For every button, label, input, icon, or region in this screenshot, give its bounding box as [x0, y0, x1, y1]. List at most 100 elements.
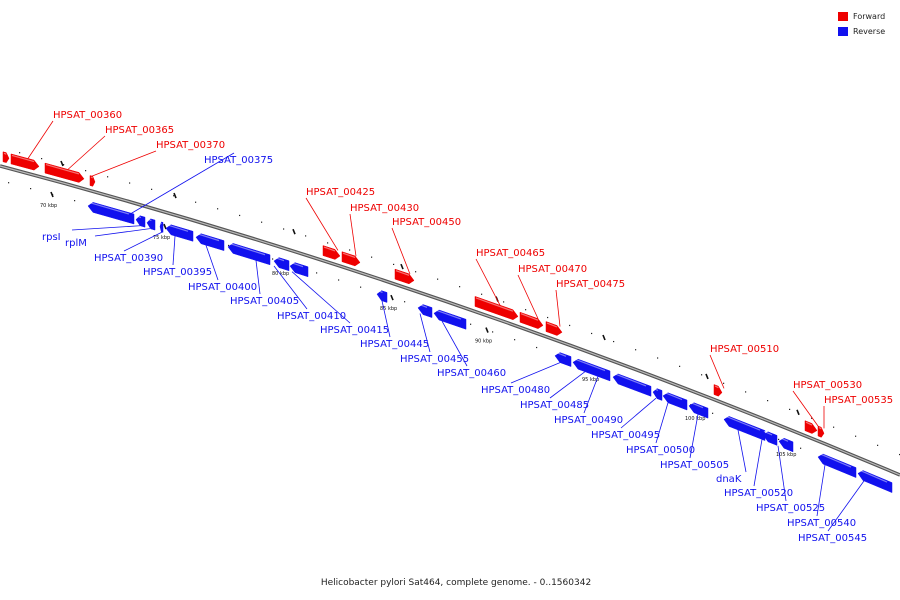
gene-g10[interactable] [227, 242, 271, 266]
gene-arrow[interactable] [417, 304, 433, 318]
gene-label[interactable]: HPSAT_00390 [94, 253, 163, 264]
gene-arrow[interactable] [322, 245, 341, 260]
gene-arrow[interactable] [433, 309, 467, 330]
gene-label[interactable]: HPSAT_00365 [105, 125, 174, 136]
gene-g25[interactable] [652, 388, 663, 401]
gene-g5[interactable] [135, 215, 146, 228]
gene-arrow[interactable] [273, 257, 290, 272]
gene-label[interactable]: HPSAT_00405 [230, 296, 299, 307]
gene-label[interactable]: HPSAT_00495 [591, 430, 660, 441]
gene-g33[interactable] [817, 425, 825, 438]
gene-g13[interactable] [322, 245, 341, 260]
gene-g16[interactable] [394, 268, 415, 285]
gene-g21[interactable] [545, 321, 563, 336]
gene-g8[interactable] [165, 224, 194, 242]
gene-label[interactable]: HPSAT_00445 [360, 339, 429, 350]
gene-label[interactable]: HPSAT_00520 [724, 488, 793, 499]
gene-label[interactable]: HPSAT_00430 [350, 203, 419, 214]
gene-g20[interactable] [519, 311, 544, 329]
gene-label[interactable]: HPSAT_00375 [204, 155, 273, 166]
gene-g34[interactable] [817, 452, 857, 478]
gene-label[interactable]: HPSAT_00455 [400, 354, 469, 365]
gene-label[interactable]: dnaK [716, 474, 742, 485]
gene-arrow[interactable] [723, 416, 766, 441]
gene-g19[interactable] [474, 296, 519, 321]
gene-g22[interactable] [554, 351, 572, 367]
gene-arrow[interactable] [10, 153, 40, 171]
gene-g4[interactable] [87, 201, 135, 225]
gene-label[interactable]: HPSAT_00360 [53, 110, 122, 121]
gene-g3[interactable] [89, 175, 96, 187]
gene-g30[interactable] [762, 430, 778, 446]
gene-arrow[interactable] [762, 431, 778, 446]
gene-arrow[interactable] [713, 384, 723, 397]
gene-g14[interactable] [341, 251, 361, 267]
gene-label[interactable]: HPSAT_00490 [554, 415, 623, 426]
gene-g2[interactable] [44, 162, 85, 183]
gene-arrow[interactable] [652, 388, 663, 401]
gene-arrow[interactable] [394, 268, 415, 285]
gene-g32[interactable] [804, 420, 818, 434]
gene-label[interactable]: HPSAT_00370 [156, 140, 225, 151]
gene-arrow[interactable] [857, 470, 893, 494]
gene-label[interactable]: HPSAT_00400 [188, 282, 257, 293]
gene-label[interactable]: HPSAT_00470 [518, 264, 587, 275]
gene-label[interactable]: HPSAT_00485 [520, 400, 589, 411]
gene-g27[interactable] [688, 401, 709, 419]
gene-arrow[interactable] [146, 218, 156, 231]
gene-arrow[interactable] [195, 233, 225, 251]
gene-label[interactable]: HPSAT_00425 [306, 187, 375, 198]
gene-label[interactable]: HPSAT_00465 [476, 248, 545, 259]
gene-label[interactable]: HPSAT_00415 [320, 325, 389, 336]
gene-g6[interactable] [146, 218, 156, 231]
gene-label[interactable]: HPSAT_00540 [787, 518, 856, 529]
gene-g31[interactable] [778, 437, 794, 453]
gene-g24[interactable] [612, 372, 652, 397]
gene-label[interactable]: HPSAT_00505 [660, 460, 729, 471]
gene-label[interactable]: HPSAT_00535 [824, 395, 893, 406]
gene-label[interactable]: HPSAT_00410 [277, 311, 346, 322]
gene-arrow[interactable] [612, 373, 652, 397]
gene-label[interactable]: HPSAT_00500 [626, 445, 695, 456]
gene-g17[interactable] [417, 303, 433, 318]
gene-arrow[interactable] [376, 290, 388, 303]
gene-label[interactable]: rplM [65, 238, 87, 249]
gene-arrow[interactable] [135, 215, 146, 228]
gene-arrow[interactable] [545, 321, 563, 336]
gene-arrow[interactable] [474, 296, 519, 321]
gene-label[interactable]: HPSAT_00545 [798, 533, 867, 544]
gene-arrow[interactable] [44, 162, 85, 183]
gene-arrow[interactable] [817, 425, 825, 438]
gene-g26[interactable] [662, 391, 688, 411]
gene-arrow[interactable] [289, 262, 309, 278]
gene-g9[interactable] [195, 233, 225, 251]
gene-g23[interactable] [572, 358, 611, 382]
gene-arrow[interactable] [341, 251, 361, 267]
gene-label[interactable]: HPSAT_00395 [143, 267, 212, 278]
gene-arrow[interactable] [227, 243, 271, 266]
gene-arrow[interactable] [688, 402, 709, 419]
gene-arrow[interactable] [159, 221, 164, 233]
gene-label[interactable]: HPSAT_00460 [437, 368, 506, 379]
gene-g15[interactable] [376, 290, 388, 303]
gene-g18[interactable] [433, 309, 467, 330]
gene-arrow[interactable] [572, 358, 611, 382]
gene-g12[interactable] [289, 261, 309, 278]
gene-g1[interactable] [10, 153, 40, 171]
gene-arrow[interactable] [165, 224, 194, 242]
gene-arrow[interactable] [662, 392, 688, 411]
gene-arrow[interactable] [817, 453, 857, 478]
gene-label[interactable]: HPSAT_00510 [710, 344, 779, 355]
gene-label[interactable]: rpsI [42, 232, 61, 243]
gene-g29[interactable] [723, 415, 766, 441]
gene-arrow[interactable] [2, 151, 10, 163]
gene-label[interactable]: HPSAT_00475 [556, 279, 625, 290]
gene-label[interactable]: HPSAT_00530 [793, 380, 862, 391]
gene-g28[interactable] [713, 384, 723, 397]
gene-arrow[interactable] [519, 311, 544, 329]
gene-label[interactable]: HPSAT_00480 [481, 385, 550, 396]
gene-g35[interactable] [857, 469, 893, 494]
gene-arrow[interactable] [778, 437, 794, 453]
gene-arrow[interactable] [804, 420, 818, 434]
gene-g0[interactable] [2, 151, 10, 163]
